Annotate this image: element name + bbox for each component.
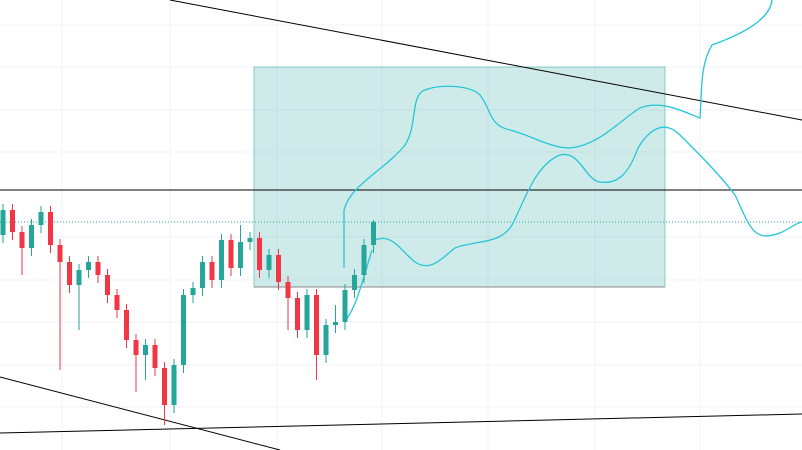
candles — [0, 204, 376, 425]
candle-body — [209, 262, 215, 280]
candle-body — [342, 290, 348, 322]
candle-body — [304, 295, 310, 330]
candle-body — [219, 240, 224, 280]
candle-body — [95, 262, 101, 275]
trend-line — [169, 0, 802, 121]
candle-body — [181, 295, 186, 365]
candle-body — [333, 322, 338, 325]
candle-body — [257, 238, 262, 270]
candle-body — [114, 295, 120, 310]
candle-body — [361, 245, 367, 275]
trend-line — [0, 376, 281, 450]
candle-body — [190, 288, 196, 295]
candle-body — [295, 298, 300, 330]
candle-body — [133, 340, 139, 355]
candle-body — [285, 282, 291, 298]
candle-body — [76, 270, 82, 285]
candle-body — [67, 262, 72, 285]
candle-body — [38, 212, 44, 225]
projection-box — [253, 66, 666, 288]
candle-body — [323, 325, 329, 355]
candle-body — [105, 275, 110, 295]
candle-body — [228, 240, 234, 268]
candle-body — [162, 368, 167, 405]
candle-body — [86, 262, 91, 270]
candle-body — [143, 345, 148, 355]
candle-body — [57, 245, 63, 262]
candle-body — [200, 262, 205, 288]
path-drawing — [371, 126, 802, 267]
candle-body — [0, 210, 6, 235]
candle-body — [10, 210, 15, 232]
candle-body — [19, 232, 25, 248]
candle-body — [29, 225, 34, 248]
candle-body — [266, 255, 272, 270]
candle-body — [371, 222, 376, 245]
candle-body — [238, 242, 243, 268]
trend-line — [0, 413, 802, 434]
path-drawing — [343, 0, 773, 268]
candle-body — [276, 255, 281, 282]
candle-body — [352, 275, 357, 290]
candle-body — [124, 310, 129, 340]
candle-body — [171, 365, 177, 405]
candle-body — [48, 212, 53, 245]
candle-body — [247, 238, 253, 242]
candle-body — [314, 295, 319, 355]
candle-body — [152, 345, 158, 368]
